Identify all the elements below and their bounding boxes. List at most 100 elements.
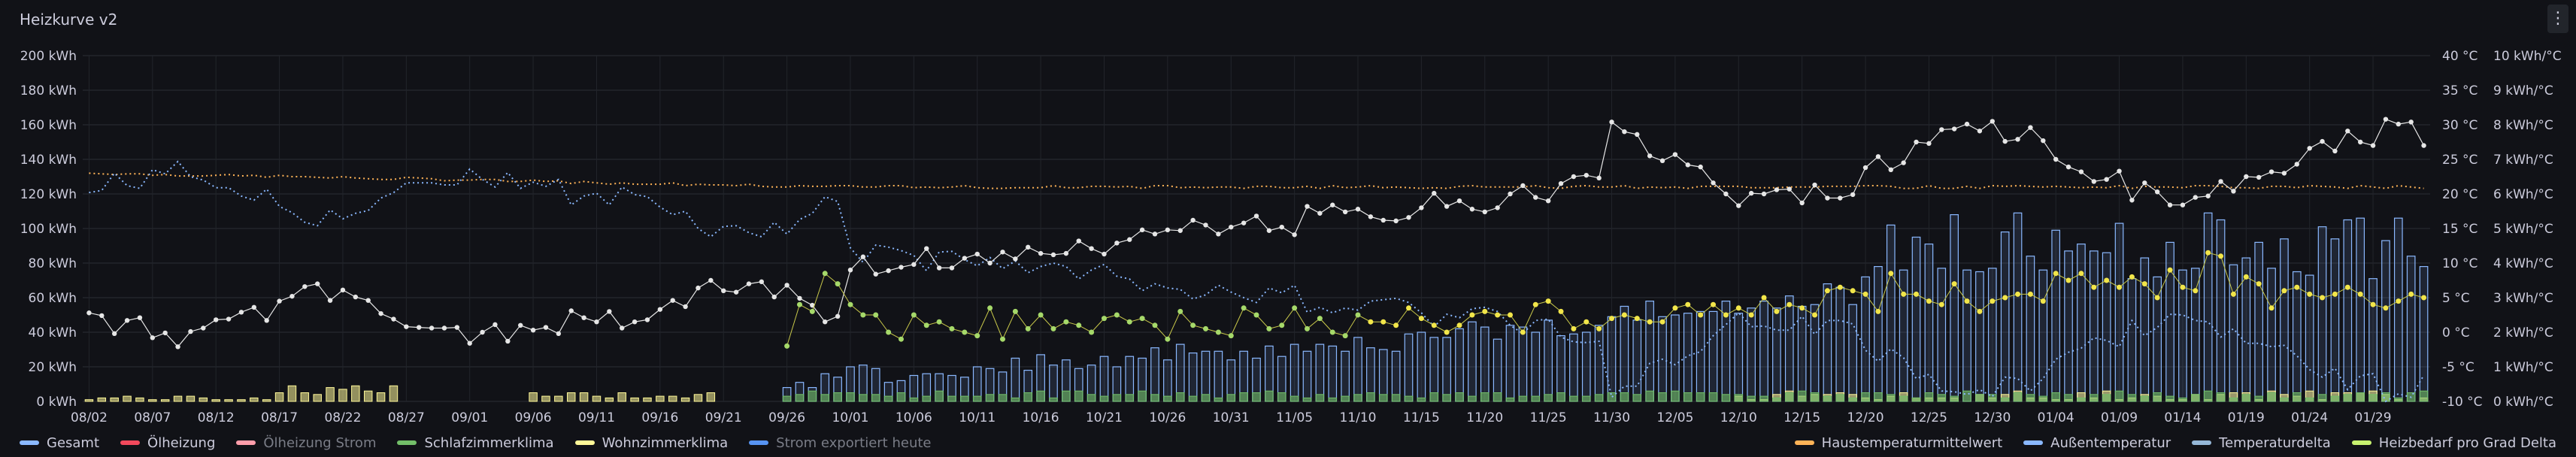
point-temperaturdelta [1685,162,1690,168]
bar-wohnzimmerklima [389,385,399,402]
bar-schlafzimmerklima [1023,392,1032,402]
bar-gesamt [1835,286,1845,402]
bar-schlafzimmerklima [1341,395,1350,402]
point-heizbedarf [1799,305,1805,311]
bar-schlafzimmerklima [896,392,906,402]
point-heizbedarf [1329,329,1335,335]
y-right-eff-tick-label: 0 kWh/°C [2493,395,2553,410]
point-heizbedarf [1862,291,1868,297]
point-temperaturdelta [962,256,968,261]
legend-item-strom-exportiert[interactable]: Strom exportiert heute [749,435,931,451]
legend-item-aussentemperatur[interactable]: Außentemperatur [2023,435,2171,451]
bar-schlafzimmerklima [947,395,956,402]
bar-wohnzimmerklima [173,395,183,402]
bar-schlafzimmerklima [820,394,829,402]
point-heizbedarf [1101,316,1107,322]
bar-schlafzimmerklima [2254,395,2263,402]
bar-wohnzimmerklima [110,397,119,402]
point-temperaturdelta [2154,189,2160,195]
bar-schlafzimmerklima [1658,392,1667,402]
point-heizbedarf [1152,322,1158,328]
point-temperaturdelta [492,322,498,328]
point-temperaturdelta [949,265,955,271]
x-tick-label: 08/27 [388,410,425,425]
bar-schlafzimmerklima [2127,394,2137,402]
point-heizbedarf [1380,319,1386,325]
bar-gesamt [2000,232,2010,402]
x-tick-label: 12/15 [1784,410,1820,425]
point-temperaturdelta [835,313,841,319]
bar-schlafzimmerklima [1544,394,1553,402]
point-heizbedarf [1495,312,1501,318]
bar-schlafzimmerklima [2191,394,2200,402]
panel-menu-icon[interactable]: ⋮ [2547,5,2568,33]
y-left-tick-label: 0 kWh [36,395,77,410]
bar-schlafzimmerklima [1176,392,1185,402]
legend-item-heizbedarf[interactable]: Heizbedarf pro Grad Delta [2351,435,2556,451]
point-heizbedarf [1951,281,1957,287]
bar-schlafzimmerklima [2368,394,2377,402]
point-temperaturdelta [594,319,599,325]
legend-item-gesamt[interactable]: Gesamt [20,435,99,451]
x-tick-label: 01/24 [2291,410,2328,425]
point-heizbedarf [898,336,904,342]
bar-wohnzimmerklima [262,399,271,402]
legend-item-schlafzimmerklima[interactable]: Schlafzimmerklima [397,435,554,451]
point-temperaturdelta [429,325,435,331]
point-heizbedarf [1482,308,1488,314]
y-right-temp-tick-label: 40 °C [2442,49,2478,64]
point-temperaturdelta [2396,121,2402,127]
x-tick-label: 10/11 [959,410,996,425]
chart-grid [83,55,2430,402]
bar-gesamt [2381,240,2390,402]
point-temperaturdelta [1583,172,1589,178]
point-heizbedarf [962,329,968,335]
bar-schlafzimmerklima [1493,392,1502,402]
point-temperaturdelta [277,298,282,304]
bar-gesamt [2064,250,2073,402]
bar-schlafzimmerklima [795,394,805,402]
bar-schlafzimmerklima [808,390,817,402]
bar-schlafzimmerklima [1480,392,1490,402]
point-temperaturdelta [568,308,574,313]
legend-item-wohnzimmerklima[interactable]: Wohnzimmerklima [574,435,728,451]
bar-schlafzimmerklima [2165,395,2174,402]
bar-schlafzimmerklima [1937,394,1947,402]
point-temperaturdelta [974,251,980,257]
y-left-tick-label: 100 kWh [20,222,77,237]
point-heizbedarf [2218,253,2224,259]
bar-gesamt [1163,359,1172,402]
bar-schlafzimmerklima [871,394,880,402]
point-temperaturdelta [2244,174,2249,180]
point-temperaturdelta [162,330,168,336]
point-temperaturdelta [1089,246,1094,251]
bar-schlafzimmerklima [1163,395,1172,402]
point-heizbedarf [1609,316,1615,322]
point-temperaturdelta [784,283,789,288]
bar-schlafzimmerklima [1062,390,1071,402]
legend-item-oelheizung[interactable]: Ölheizung [120,435,215,451]
point-temperaturdelta [771,294,777,300]
bar-schlafzimmerklima [1315,394,1325,402]
legend-item-haustemperatur[interactable]: Haustemperaturmittelwert [1794,435,2002,451]
bar-wohnzimmerklima [250,397,259,402]
point-temperaturdelta [111,331,117,337]
point-heizbedarf [2154,295,2160,301]
y-right-eff-tick-label: 9 kWh/°C [2493,83,2553,98]
bar-schlafzimmerklima [1036,390,1045,402]
bar-schlafzimmerklima [1468,395,1477,402]
bar-schlafzimmerklima [2241,394,2251,402]
point-temperaturdelta [1698,164,1703,170]
point-heizbedarf [1508,312,1514,318]
point-temperaturdelta [1951,126,1957,132]
point-temperaturdelta [1216,232,1221,237]
point-heizbedarf [999,336,1005,342]
point-temperaturdelta [1761,191,1767,197]
y-right-temp-tick-label: 5 °C [2442,291,2470,306]
bar-schlafzimmerklima [2090,394,2099,402]
point-temperaturdelta [201,325,206,331]
legend-item-oelheizung-strom[interactable]: Ölheizung Strom [236,435,376,451]
legend-swatch [20,440,39,445]
bar-gesamt [2026,256,2035,402]
legend-item-temperaturdelta[interactable]: Temperaturdelta [2192,435,2331,451]
